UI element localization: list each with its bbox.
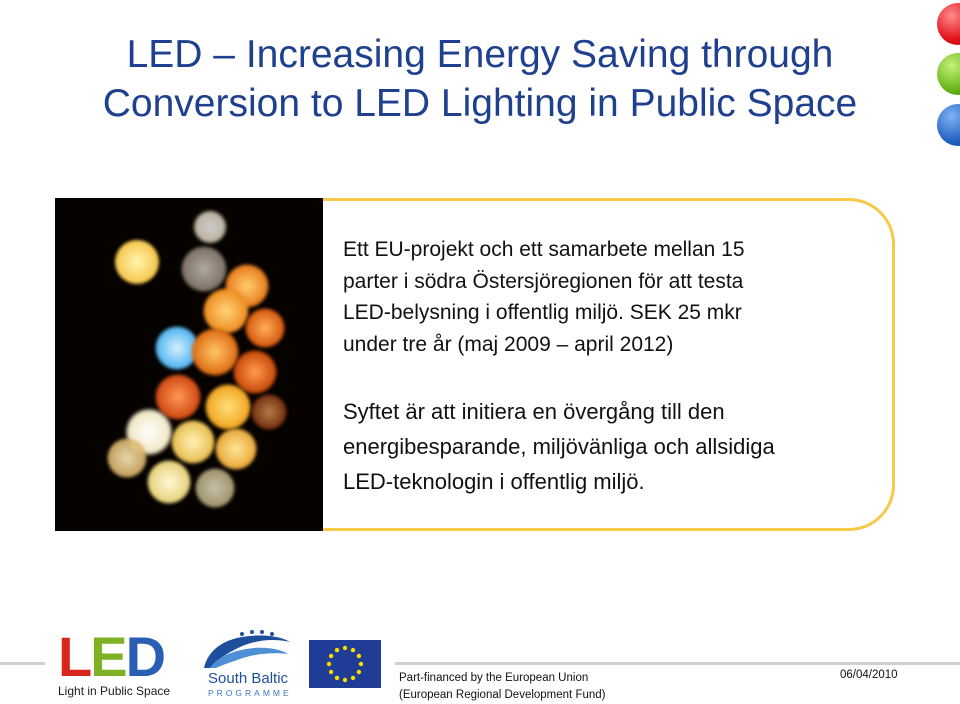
- footer-divider-left: [0, 662, 45, 665]
- led-logo-letters: LED: [58, 629, 178, 685]
- green-dot-icon: [937, 53, 960, 95]
- intro-line: Ett EU-projekt och ett samarbete mellan …: [343, 238, 745, 261]
- led-logo-d: D: [125, 625, 166, 688]
- south-baltic-wave-icon: [204, 630, 290, 668]
- intro-line: LED-belysning i offentlig miljö. SEK 25 …: [343, 301, 742, 324]
- funding-line-2: (European Regional Development Fund): [399, 689, 606, 701]
- led-logo-l: L: [58, 625, 92, 688]
- footer-divider-right: [395, 662, 960, 665]
- led-logo-subtitle: Light in Public Space: [58, 684, 171, 698]
- intro-line: under tre år (maj 2009 – april 2012): [343, 332, 674, 356]
- blue-dot-icon: [937, 104, 960, 146]
- intro-paragraph: Ett EU-projekt och ett samarbete mellan …: [343, 234, 883, 360]
- purpose-line: Syftet är att initiera en övergång till …: [343, 399, 725, 424]
- slide-date: 06/04/2010: [840, 669, 898, 681]
- eu-flag-icon: [309, 640, 381, 688]
- purpose-line: LED-teknologin i offentlig miljö.: [343, 469, 645, 494]
- slide-body: Ett EU-projekt och ett samarbete mellan …: [343, 234, 883, 499]
- intro-line: parter i södra Östersjöregionen för att …: [343, 269, 744, 293]
- slide-title-line-2: Conversion to LED Lighting in Public Spa…: [102, 82, 858, 125]
- funding-note: Part-financed by the European Union (Eur…: [399, 670, 605, 704]
- slide-title: LED – Increasing Energy Saving through C…: [0, 30, 960, 128]
- led-project-logo: LED Light in Public Space: [58, 629, 178, 699]
- south-baltic-subtitle: PROGRAMME: [208, 688, 292, 698]
- south-baltic-title: South Baltic: [208, 670, 289, 687]
- purpose-line: energibesparande, miljövänliga och allsi…: [343, 434, 775, 459]
- slide-title-line-1: LED – Increasing Energy Saving through: [126, 33, 834, 76]
- led-logo-e: E: [90, 625, 127, 688]
- bokeh-lights-photo: [55, 198, 323, 531]
- purpose-paragraph: Syftet är att initiera en övergång till …: [343, 394, 883, 499]
- south-baltic-logo: South Baltic PROGRAMME: [198, 628, 294, 698]
- funding-line-1: Part-financed by the European Union: [399, 672, 589, 684]
- red-dot-icon: [937, 3, 960, 45]
